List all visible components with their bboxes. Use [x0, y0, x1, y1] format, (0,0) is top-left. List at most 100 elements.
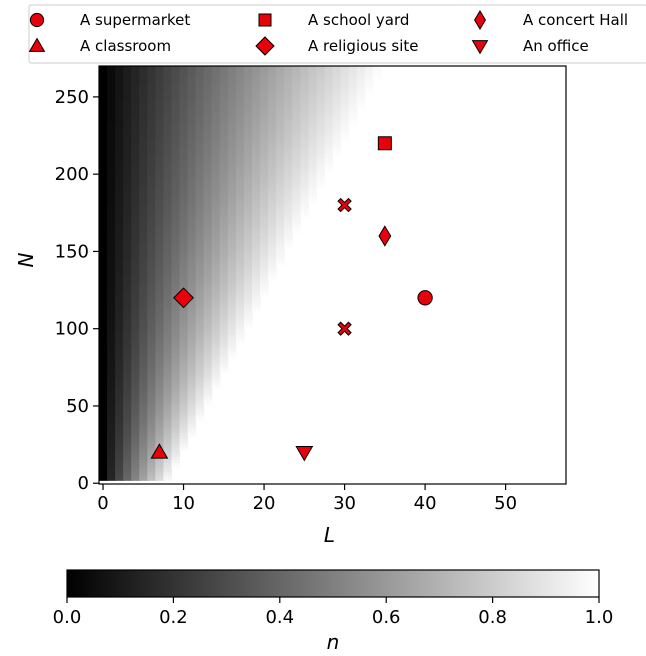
heatmap-cell [139, 313, 148, 317]
heatmap-cell [284, 74, 293, 79]
heatmap-cell [316, 137, 326, 142]
heatmap-cell [332, 104, 342, 109]
heatmap-cell [284, 200, 293, 204]
heatmap-cell [107, 477, 116, 481]
heatmap-cell [276, 250, 285, 255]
heatmap-cell [131, 310, 140, 314]
heatmap-cell [195, 110, 205, 115]
heatmap-cell [123, 253, 132, 258]
heatmap-cell [179, 235, 189, 240]
heatmap-cell [155, 92, 165, 97]
heatmap-cell [147, 295, 156, 300]
heatmap-cell [243, 247, 253, 252]
heatmap-cell [292, 167, 301, 171]
heatmap-cell [235, 215, 245, 219]
heatmap-cell [171, 229, 181, 234]
heatmap-cell [163, 197, 173, 201]
heatmap-cell [147, 450, 156, 455]
heatmap-cell [308, 176, 317, 180]
heatmap-cell [211, 188, 221, 192]
heatmap-cell [107, 307, 116, 311]
heatmap-cell [155, 271, 165, 276]
heatmap-cell [147, 226, 156, 231]
heatmap-cell [340, 68, 350, 73]
heatmap-cell [187, 83, 197, 88]
heatmap-cell [139, 286, 148, 291]
heatmap-cell [115, 456, 124, 460]
heatmap-cell [211, 283, 221, 288]
heatmap-cell [251, 179, 261, 183]
heatmap-cell [123, 185, 132, 189]
heatmap-cell [163, 170, 173, 174]
heatmap-cell [235, 298, 245, 303]
heatmap-cell [123, 71, 132, 76]
heatmap-cell [276, 77, 285, 82]
heatmap-cell [163, 295, 173, 300]
heatmap-cell [115, 396, 124, 401]
heatmap-cell [115, 447, 124, 452]
heatmap-cell [276, 146, 285, 151]
heatmap-cell [284, 149, 293, 154]
heatmap-cell [227, 355, 237, 359]
heatmap-cell [195, 185, 205, 189]
heatmap-cell [179, 200, 189, 204]
heatmap-cell [195, 277, 205, 282]
heatmap-cell [147, 134, 156, 139]
heatmap-cell [131, 113, 140, 118]
heatmap-cell [179, 134, 189, 139]
heatmap-cell [195, 173, 205, 177]
heatmap-cell [260, 259, 269, 264]
heatmap-cell [107, 235, 116, 240]
heatmap-cell [115, 301, 124, 306]
heatmap-cell [227, 125, 237, 130]
heatmap-cell [187, 256, 197, 261]
heatmap-cell [131, 477, 140, 481]
heatmap-cell [219, 307, 229, 311]
heatmap-cell [107, 402, 116, 407]
heatmap-cell [195, 98, 205, 103]
heatmap-cell [171, 209, 181, 213]
heatmap-cell [268, 113, 277, 118]
heatmap-cell [107, 283, 116, 288]
heatmap-cell [227, 185, 237, 189]
heatmap-cell [260, 206, 269, 210]
heatmap-cell [123, 86, 132, 91]
heatmap-cell [260, 68, 269, 73]
heatmap-cell [155, 203, 165, 207]
heatmap-cell [139, 203, 148, 207]
heatmap-cell [147, 212, 156, 216]
heatmap-cell [179, 399, 189, 404]
heatmap-cell [155, 125, 165, 130]
heatmap-cell [276, 191, 285, 195]
heatmap-cell [139, 173, 148, 177]
heatmap-cell [99, 262, 108, 267]
heatmap-cell [211, 116, 221, 121]
heatmap-cell [131, 197, 140, 201]
heatmap-cell [163, 146, 173, 151]
legend-marker-diamond [255, 36, 275, 56]
heatmap-cell [251, 232, 261, 237]
heatmap-cell [235, 274, 245, 279]
heatmap-cell [131, 346, 140, 350]
heatmap-cell [324, 116, 334, 121]
heatmap-cell [243, 319, 253, 323]
heatmap-cell [99, 194, 108, 198]
heatmap-cell [131, 304, 140, 308]
heatmap-cell [203, 232, 213, 237]
heatmap-cell [115, 244, 124, 249]
heatmap-cell [115, 346, 124, 350]
heatmap-cell [147, 277, 156, 282]
heatmap-cell [316, 173, 326, 177]
heatmap-cell [155, 346, 165, 350]
heatmap-cell [171, 92, 181, 97]
heatmap-cell [171, 143, 181, 148]
heatmap-cell [195, 417, 205, 422]
heatmap-cell [284, 223, 293, 228]
heatmap-cell [308, 170, 317, 174]
heatmap-cell [131, 301, 140, 306]
heatmap-cell [284, 110, 293, 115]
heatmap-cell [115, 292, 124, 297]
heatmap-cell [163, 450, 173, 455]
heatmap-cell [123, 143, 132, 148]
heatmap-cell [99, 107, 108, 112]
